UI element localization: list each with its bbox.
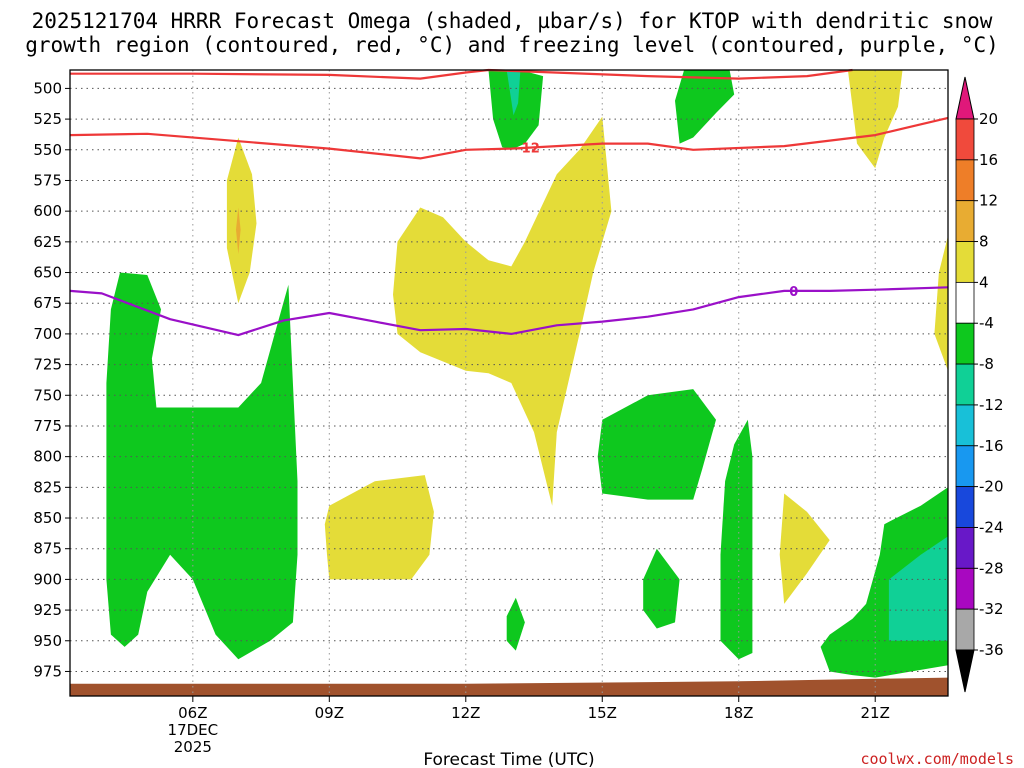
- y-tick-label-500: 500: [33, 79, 62, 97]
- y-tick-label-875: 875: [33, 540, 62, 558]
- colorbar-label-13: -36: [979, 641, 1004, 659]
- y-tick-label-850: 850: [33, 509, 62, 527]
- colorbar-bin-12: [955, 567, 975, 610]
- colorbar-label-5: -4: [979, 314, 994, 332]
- x-date-sublabel-1: 2025: [174, 738, 212, 756]
- x-tick-label-15: 15Z: [588, 704, 617, 722]
- y-tick-label-575: 575: [33, 171, 62, 189]
- x-tick-label-12: 12Z: [451, 704, 480, 722]
- omega-region-3: [324, 475, 434, 580]
- colorbar-label-11: -28: [979, 559, 1004, 577]
- omega-shaded-regions: [106, 70, 948, 678]
- y-tick-label-525: 525: [33, 110, 62, 128]
- x-tick-label-6: 06Z: [178, 704, 207, 722]
- colorbar-label-0: 20: [979, 110, 998, 128]
- colorbar-label-6: -8: [979, 355, 994, 373]
- colorbar-bin-10: [955, 486, 975, 528]
- colorbar-bin-6: [955, 322, 975, 365]
- x-axis-title: Forecast Time (UTC): [423, 750, 594, 768]
- y-tick-label-550: 550: [33, 141, 62, 159]
- contour-label-freezing_level_0C: 0: [789, 285, 798, 300]
- contour-label-dgz_minus12_lower: -12: [516, 141, 540, 156]
- omega-region-2: [236, 207, 241, 255]
- omega-region-11: [597, 389, 716, 500]
- colorbar-bin-4: [955, 241, 975, 283]
- colorbar-bottom-arrow: [955, 649, 975, 693]
- colorbar-bin-7: [955, 363, 975, 406]
- colorbar-bin-2: [955, 159, 975, 202]
- pressure-axis-ticks: 500 525 550 575 600 625 650 675 700 725 750 775 800 8…: [33, 79, 70, 680]
- colorbar-bin-13: [955, 608, 975, 651]
- omega-region-9: [506, 70, 521, 116]
- colorbar-label-4: 4: [979, 273, 989, 291]
- contour-dgz_minus12_upper: [70, 68, 853, 80]
- colorbar-bin-3: [955, 200, 975, 242]
- colorbar-bin-8: [955, 404, 975, 447]
- colorbar-bin-5: [955, 281, 975, 324]
- y-tick-label-600: 600: [33, 202, 62, 220]
- y-tick-label-775: 775: [33, 417, 62, 435]
- colorbar-label-1: 16: [979, 151, 998, 169]
- colorbar-top-arrow: [955, 76, 975, 120]
- x-tick-label-18: 18Z: [724, 704, 753, 722]
- y-tick-label-675: 675: [33, 294, 62, 312]
- contour-dgz_minus12_lower: [69, 116, 949, 160]
- terrain-band: [70, 677, 948, 696]
- colorbar-label-10: -24: [979, 518, 1004, 536]
- y-tick-label-650: 650: [33, 264, 62, 282]
- omega-region-6: [934, 235, 948, 371]
- contour-freezing_level_0C: [69, 286, 949, 337]
- omega-region-10: [675, 70, 735, 144]
- chart-title-line-1: 2025121704 HRRR Forecast Omega (shaded, …: [32, 9, 993, 33]
- x-tick-label-9: 09Z: [315, 704, 344, 722]
- y-tick-label-800: 800: [33, 448, 62, 466]
- omega-region-14: [720, 419, 753, 660]
- y-tick-label-700: 700: [33, 325, 62, 343]
- colorbar-label-2: 12: [979, 192, 998, 210]
- x-date-sublabel-0: 17DEC: [168, 721, 219, 739]
- credit-text: coolwx.com/models: [860, 750, 1014, 768]
- colorbar-label-7: -12: [979, 396, 1004, 414]
- plot-frame: [69, 69, 949, 697]
- colorbar: 20 16 12 8 4 -4 -8 -12 -16 -20 -24 -28 -32 -36: [955, 76, 1004, 693]
- y-tick-label-825: 825: [33, 478, 62, 496]
- dotted-grid: [70, 70, 948, 696]
- colorbar-bin-11: [955, 527, 975, 569]
- omega-region-12: [643, 548, 680, 629]
- x-tick-label-21: 21Z: [861, 704, 890, 722]
- omega-region-16: [888, 536, 948, 641]
- colorbar-bin-9: [955, 445, 975, 488]
- omega-region-4: [779, 493, 830, 604]
- omega-region-0: [393, 116, 612, 506]
- contour-lines: -12 0: [69, 68, 949, 337]
- colorbar-label-9: -20: [979, 478, 1004, 496]
- omega-region-13: [506, 597, 525, 651]
- colorbar-label-8: -16: [979, 437, 1004, 455]
- y-tick-label-950: 950: [33, 632, 62, 650]
- omega-region-8: [488, 70, 544, 150]
- y-tick-label-725: 725: [33, 356, 62, 374]
- omega-region-1: [226, 137, 257, 304]
- omega-region-7: [106, 272, 298, 660]
- chart-title-line-2: growth region (contoured, red, °C) and f…: [25, 33, 999, 57]
- y-tick-label-975: 975: [33, 662, 62, 680]
- y-tick-label-925: 925: [33, 601, 62, 619]
- colorbar-label-3: 8: [979, 233, 989, 251]
- omega-region-5: [847, 70, 903, 169]
- colorbar-label-12: -32: [979, 600, 1004, 618]
- y-tick-label-750: 750: [33, 386, 62, 404]
- terrain-fill: [70, 677, 948, 696]
- colorbar-bin-1: [955, 118, 975, 161]
- y-tick-label-900: 900: [33, 570, 62, 588]
- y-tick-label-625: 625: [33, 233, 62, 251]
